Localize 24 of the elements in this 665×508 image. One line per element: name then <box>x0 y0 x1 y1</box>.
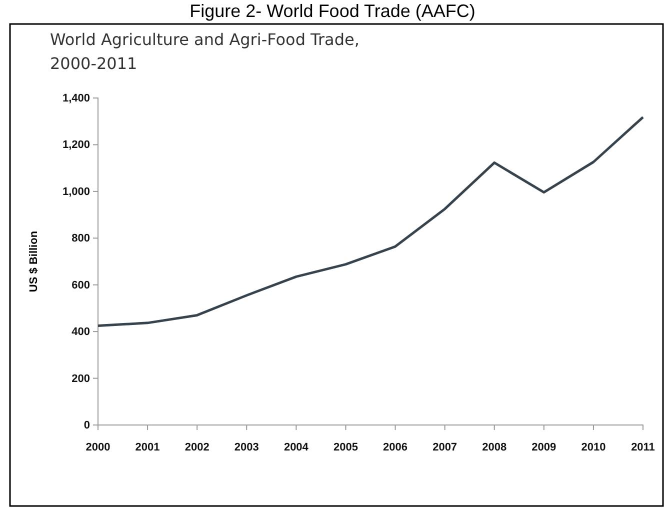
y-tick-label: 800 <box>72 232 90 245</box>
y-tick-label: 1,400 <box>62 92 90 105</box>
line-series <box>96 116 644 327</box>
x-tick-label: 2006 <box>383 442 408 454</box>
x-tick-label: 2003 <box>234 442 259 454</box>
y-tick-label: 1,000 <box>62 186 90 198</box>
chart-subtitle: World Agriculture and Agri-Food Trade, 2000-2011 <box>50 30 360 73</box>
y-tick-label: 200 <box>72 372 90 385</box>
x-tick-label: 2010 <box>581 442 606 454</box>
x-tick-label: 2008 <box>482 442 507 454</box>
x-tick-label: 2011 <box>631 442 655 454</box>
x-tick-label: 2009 <box>532 442 556 454</box>
x-tick-label: 2004 <box>284 442 310 454</box>
x-tick-label: 2007 <box>432 442 458 454</box>
y-axis-title: US $ Billion <box>28 230 40 292</box>
x-tick-label: 2000 <box>86 442 110 454</box>
y-tick-label: 1,200 <box>62 139 90 152</box>
x-tick-label: 2001 <box>135 442 160 454</box>
y-tick-label: 0 <box>84 420 90 432</box>
x-tick-label: 2005 <box>333 442 358 454</box>
y-tick-label: 400 <box>72 326 90 338</box>
chart-title: Figure 2- World Food Trade (AAFC) <box>190 1 476 21</box>
y-tick-label: 600 <box>72 279 90 292</box>
x-tick-label: 2002 <box>184 442 210 454</box>
